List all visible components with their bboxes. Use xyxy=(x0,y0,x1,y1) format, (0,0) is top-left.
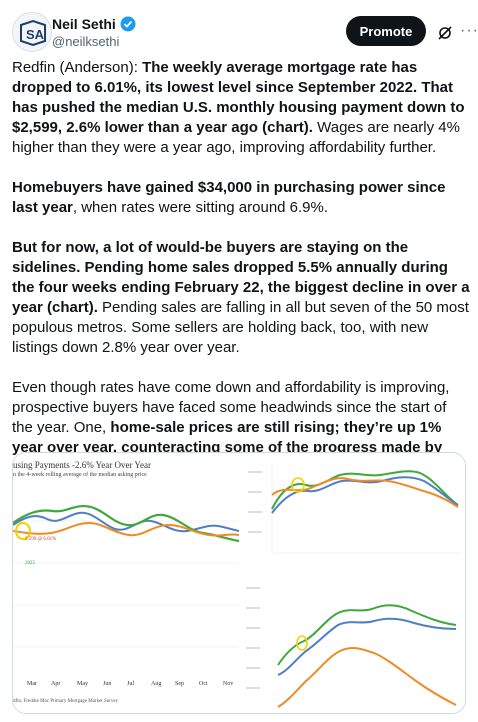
svg-text:SA: SA xyxy=(26,27,45,42)
promote-button[interactable]: Promote xyxy=(346,16,426,46)
media-divider xyxy=(240,453,242,713)
tick-label: May xyxy=(77,681,88,687)
tweet-body: Redfin (Anderson): The weekly average mo… xyxy=(12,58,470,498)
tick-label: Sep xyxy=(175,681,184,687)
tick-label: Apr xyxy=(51,681,61,687)
more-dots-icon[interactable]: ··· xyxy=(460,22,478,39)
grok-slash-icon[interactable] xyxy=(436,24,454,42)
chart-subtitle: n the 4-week rolling average of the medi… xyxy=(13,472,147,478)
verified-badge-icon xyxy=(120,16,136,32)
chart-sale-prices[interactable] xyxy=(242,579,465,713)
chart-housing-payments[interactable]: using Payments -2.6% Year Over Year n th… xyxy=(13,453,239,713)
media-grid[interactable]: using Payments -2.6% Year Over Year n th… xyxy=(12,452,466,714)
tweet-header: SA Neil Sethi @neilksethi Promote ··· xyxy=(12,10,478,52)
chart-lines-right-top xyxy=(248,463,462,554)
tick-label: Jul xyxy=(127,681,135,687)
chart-lines-left xyxy=(13,505,239,648)
paragraph-1: Redfin (Anderson): The weekly average mo… xyxy=(12,59,465,156)
chart-annotation: 2,599 @ 6.01% xyxy=(25,537,57,542)
tick-label: Aug xyxy=(151,681,162,687)
display-name[interactable]: Neil Sethi xyxy=(52,16,116,32)
paragraph-2: Homebuyers have gained $34,000 in purcha… xyxy=(12,179,446,216)
tick-label: Nov xyxy=(223,681,234,687)
tick-label: Jun xyxy=(103,681,112,687)
tick-label: Oct xyxy=(199,681,208,687)
chart-year-label: 2025 xyxy=(25,561,35,566)
chart-source: dfin, Freddie Mac Primary Mortgage Marke… xyxy=(13,699,119,704)
chart-lines-right-bottom xyxy=(246,587,457,708)
tick-label: Mar xyxy=(27,681,37,687)
handle[interactable]: @neilksethi xyxy=(52,34,120,49)
chart-title: using Payments -2.6% Year Over Year xyxy=(13,460,151,470)
chart-pending-sales[interactable] xyxy=(242,453,465,577)
paragraph-3: But for now, a lot of would-be buyers ar… xyxy=(12,239,470,356)
avatar[interactable]: SA xyxy=(12,12,52,52)
